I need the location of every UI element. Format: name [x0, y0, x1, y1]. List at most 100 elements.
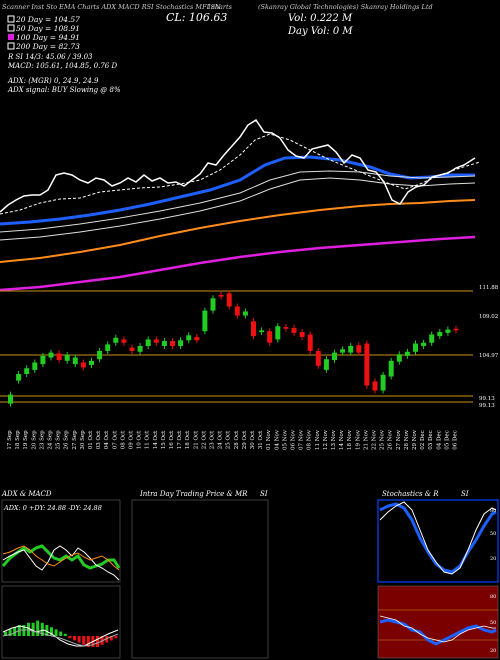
intraday-panel-title: Intra Day Trading Price & MR	[139, 490, 248, 498]
date-axis-label: 17 Oct	[177, 430, 183, 449]
date-axis-label: 30 Oct	[250, 430, 256, 449]
macd-bar	[50, 627, 53, 636]
macd-label: MACD: 105.61, 104.85, 0.76 D	[7, 62, 117, 70]
macd-bar	[36, 620, 40, 636]
date-axis-label: 01 Nov	[266, 429, 272, 450]
date-axis-label: 08 Nov	[307, 429, 313, 450]
candle	[145, 339, 151, 347]
candle	[121, 339, 127, 343]
company-name: (Skanray Global Technologies) Skanray Ho…	[258, 3, 433, 11]
candle	[413, 343, 418, 352]
price-axis-label: 99.13	[479, 396, 495, 402]
intraday-panel-box	[131, 499, 269, 659]
close-price: CL: 106.63	[166, 11, 227, 24]
date-axis-label: 11 Oct	[145, 430, 151, 449]
date-axis-label: 26 Sep	[64, 430, 70, 450]
macd-line	[2, 625, 119, 647]
date-axis-label: 13 Nov	[331, 429, 337, 450]
candle	[186, 335, 192, 341]
stoch-tick-20: 20	[490, 556, 496, 562]
date-axis-label: 24 Sep	[48, 430, 54, 450]
date-axis-label: 04 Oct	[104, 430, 110, 449]
candle	[32, 362, 38, 370]
date-axis-label: 24 Oct	[218, 430, 224, 449]
date-axis-label: 26 Nov	[388, 429, 394, 450]
candle	[332, 352, 337, 361]
macd-bar	[45, 625, 49, 636]
candle	[340, 349, 346, 353]
date-axis-label: 21 Nov	[363, 429, 369, 450]
ma100-line	[0, 199, 476, 263]
date-axis-label: 05 Dec	[444, 430, 450, 450]
ma50-line	[0, 155, 475, 226]
date-axis-label: 18 Oct	[185, 430, 191, 449]
date-axis-label: 18 Sep	[15, 430, 21, 450]
candle	[291, 327, 297, 333]
macd-bar	[105, 636, 109, 643]
legend-swatch-100	[8, 34, 14, 40]
adx-panel-box	[1, 499, 121, 583]
candle	[153, 339, 159, 343]
candle	[8, 394, 13, 404]
macd-bar	[59, 631, 63, 636]
date-axis-label: 25 Sep	[56, 430, 62, 450]
date-axis-label: 17 Sep	[7, 430, 13, 450]
candle	[170, 341, 175, 347]
macd-bar	[40, 622, 44, 636]
adx-label: ADX: (MGR) 0, 24.9, 24.9	[7, 77, 99, 85]
date-axis-label: 10 Oct	[137, 430, 143, 449]
candle	[202, 310, 208, 332]
stoch-tick-80: 80	[490, 508, 496, 514]
candle	[226, 293, 232, 307]
symbol-label: ISN	[207, 3, 221, 11]
macd-panel-box	[1, 585, 121, 659]
candle	[210, 298, 216, 311]
adx-line	[2, 545, 120, 571]
candle	[251, 321, 256, 337]
date-axis-label: 22 Oct	[201, 430, 207, 449]
day-volume-label: Day Vol: 0 M	[287, 26, 353, 37]
macd-bar	[27, 622, 30, 636]
candle	[380, 374, 386, 391]
date-axis-labels: 17 Sep 18 Sep 19 Sep 20 Sep 23 Sep 24 Sep 25 S…	[7, 429, 459, 450]
stochastics-panel: Stochastics & R SI 80 50 20 80 50 20	[377, 490, 499, 659]
candle	[348, 346, 354, 353]
intraday-panel: Intra Day Trading Price & MR SI	[131, 490, 269, 659]
price-axis-label: 104.97	[479, 353, 499, 359]
rsi-label: R SI 14/3: 45.06 / 39.03	[7, 53, 93, 61]
date-axis-label: 04 Nov	[274, 429, 280, 450]
macd-bar	[82, 636, 86, 645]
date-axis-label: 05 Nov	[282, 429, 288, 450]
date-axis-label: 29 Oct	[242, 430, 248, 449]
date-axis-label: 14 Nov	[339, 429, 345, 450]
date-axis-label: 19 Nov	[355, 429, 361, 450]
candle	[453, 328, 459, 331]
date-axis-label: 07 Nov	[299, 429, 305, 450]
candle	[16, 374, 22, 381]
macd-bar	[63, 633, 67, 636]
candle	[89, 360, 94, 365]
rsi-tick-50: 50	[490, 620, 496, 626]
candle	[64, 355, 70, 361]
date-axis-label: 27 Nov	[396, 429, 402, 450]
price-axis-label: 109.02	[479, 314, 498, 320]
stoch-d-line	[379, 501, 497, 575]
chart-title-top: Scanner Inst Sto EMA Charts ADX MACD RSI…	[2, 3, 233, 11]
date-axis-label: 03 Oct	[96, 430, 102, 449]
date-axis-label: 20 Sep	[31, 430, 37, 450]
candle	[48, 352, 54, 358]
candle	[364, 343, 370, 386]
candle	[299, 332, 305, 337]
legend-swatch-200	[7, 42, 15, 50]
candle	[356, 345, 362, 353]
candle	[113, 337, 119, 343]
macd-bar	[54, 629, 58, 636]
candle	[307, 334, 313, 351]
candle	[218, 294, 224, 297]
date-axis-label: 15 Oct	[161, 430, 167, 449]
date-axis-label: 06 Nov	[291, 429, 297, 450]
date-axis-label: 25 Nov	[380, 429, 386, 450]
date-axis-label: 14 Oct	[153, 430, 159, 449]
